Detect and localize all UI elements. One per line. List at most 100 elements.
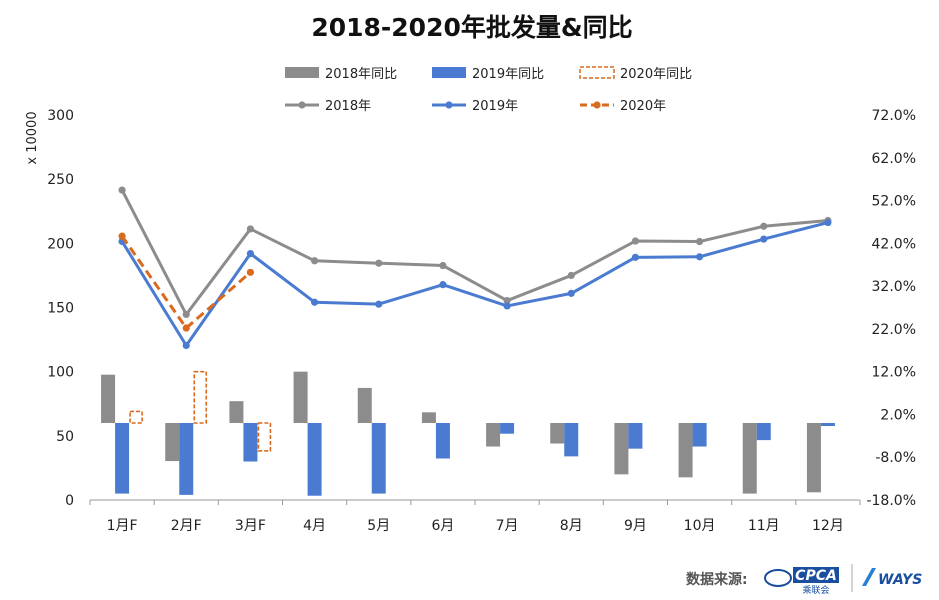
series-point xyxy=(695,237,704,246)
y-right-tick-label: 72.0% xyxy=(872,108,916,124)
x-tick-label: 7月 xyxy=(496,518,519,534)
legend: 2018年同比 2019年同比 2020年同比 2018年 2019年 2020年 xyxy=(285,66,692,114)
legend-marker xyxy=(298,101,306,109)
series-point xyxy=(439,281,447,289)
cpca-logo-subtext: 乘联会 xyxy=(802,584,829,596)
y-left-tick-label: 200 xyxy=(47,236,74,252)
series-point xyxy=(567,271,575,280)
series-point xyxy=(118,186,126,194)
bar xyxy=(193,370,208,424)
legend-label: 2020年 xyxy=(620,99,666,114)
series-point xyxy=(118,232,126,240)
bar xyxy=(435,423,450,459)
cpca-logo-text: CPCA xyxy=(795,568,837,584)
bar xyxy=(486,423,501,447)
ways-logo: WAYS xyxy=(862,568,922,588)
x-tick-label: 1月F xyxy=(107,518,138,534)
y-left-tick-label: 250 xyxy=(47,172,74,188)
y-axis-left-label: x 10000 xyxy=(25,111,40,164)
bar xyxy=(550,423,565,444)
y-right-tick-label: -18.0% xyxy=(866,493,916,509)
y-right-tick-label: 12.0% xyxy=(872,365,916,381)
bar xyxy=(129,410,143,424)
x-tick-label: 3月F xyxy=(235,518,266,534)
bar-layer xyxy=(101,370,835,496)
series-point xyxy=(503,302,511,310)
series-point xyxy=(375,259,383,267)
legend-swatch xyxy=(432,67,466,78)
x-tick-label: 5月 xyxy=(367,518,390,534)
y-axis-left: 0 50 100 150 200 250 300 xyxy=(47,108,74,509)
x-tick-label: 4月 xyxy=(303,518,326,534)
bar xyxy=(820,423,835,426)
x-tick-label: 8月 xyxy=(560,518,583,534)
series-point xyxy=(310,257,319,265)
series-point xyxy=(310,298,319,306)
bar xyxy=(115,423,130,494)
series-line xyxy=(120,221,829,347)
bar xyxy=(229,401,244,423)
series-point xyxy=(760,222,768,230)
legend-label: 2019年 xyxy=(472,99,518,114)
bar xyxy=(564,423,579,457)
series-point xyxy=(567,289,575,297)
y-right-tick-label: 32.0% xyxy=(872,279,916,295)
bar xyxy=(293,371,308,423)
series-point xyxy=(695,253,704,261)
y-right-tick-label: 42.0% xyxy=(872,236,916,252)
x-tick-label: 2月F xyxy=(171,518,202,534)
bar xyxy=(806,423,821,493)
y-left-tick-label: 0 xyxy=(65,493,74,509)
x-tick-label: 10月 xyxy=(684,518,716,534)
x-tick-label: 9月 xyxy=(624,518,647,534)
series-point xyxy=(503,296,511,305)
line-layer xyxy=(118,186,832,350)
series-point xyxy=(182,324,190,332)
bar xyxy=(257,422,272,452)
bar xyxy=(628,423,643,449)
series-point xyxy=(631,237,640,245)
bar xyxy=(101,374,116,423)
y-right-tick-label: 52.0% xyxy=(872,194,916,210)
series-line xyxy=(120,189,829,316)
legend-label: 2018年 xyxy=(325,99,371,114)
series-point xyxy=(631,253,640,261)
y-left-tick-label: 100 xyxy=(47,365,74,381)
bar xyxy=(756,423,771,441)
series-point xyxy=(246,225,255,233)
bar xyxy=(307,423,322,496)
legend-swatch xyxy=(285,67,319,78)
cpca-swirl-icon xyxy=(764,569,792,587)
y-left-tick-label: 300 xyxy=(47,108,74,124)
series-point xyxy=(375,300,383,308)
source-label: 数据来源: xyxy=(686,571,748,588)
cpca-badge xyxy=(793,567,839,583)
y-axis-right: -18.0% -8.0% 2.0% 12.0% 22.0% 32.0% 42.0% 52.0%… xyxy=(866,108,916,509)
x-tick-label: 12月 xyxy=(812,518,844,534)
series-point xyxy=(246,268,255,276)
x-tick-label: 6月 xyxy=(431,518,454,534)
bar xyxy=(692,423,707,447)
series-point xyxy=(182,310,190,319)
legend-label: 2019年同比 xyxy=(472,67,544,82)
legend-swatch xyxy=(579,66,615,79)
bar xyxy=(614,423,629,475)
legend-marker xyxy=(593,101,601,109)
bar xyxy=(243,423,258,462)
legend-label: 2018年同比 xyxy=(325,67,397,82)
ways-logo-text: WAYS xyxy=(878,572,922,588)
bar xyxy=(357,387,372,423)
series-point xyxy=(182,341,190,350)
legend-marker xyxy=(445,101,453,109)
bar xyxy=(165,423,180,462)
y-left-tick-label: 50 xyxy=(56,429,74,445)
series-point xyxy=(824,218,832,227)
bar xyxy=(371,423,386,494)
cpca-logo: CPCA 乘联会 xyxy=(764,567,839,596)
y-right-tick-label: -8.0% xyxy=(875,450,916,466)
series-point xyxy=(760,235,768,243)
bar xyxy=(179,423,194,495)
series-point xyxy=(246,250,255,258)
y-right-tick-label: 22.0% xyxy=(872,322,916,338)
